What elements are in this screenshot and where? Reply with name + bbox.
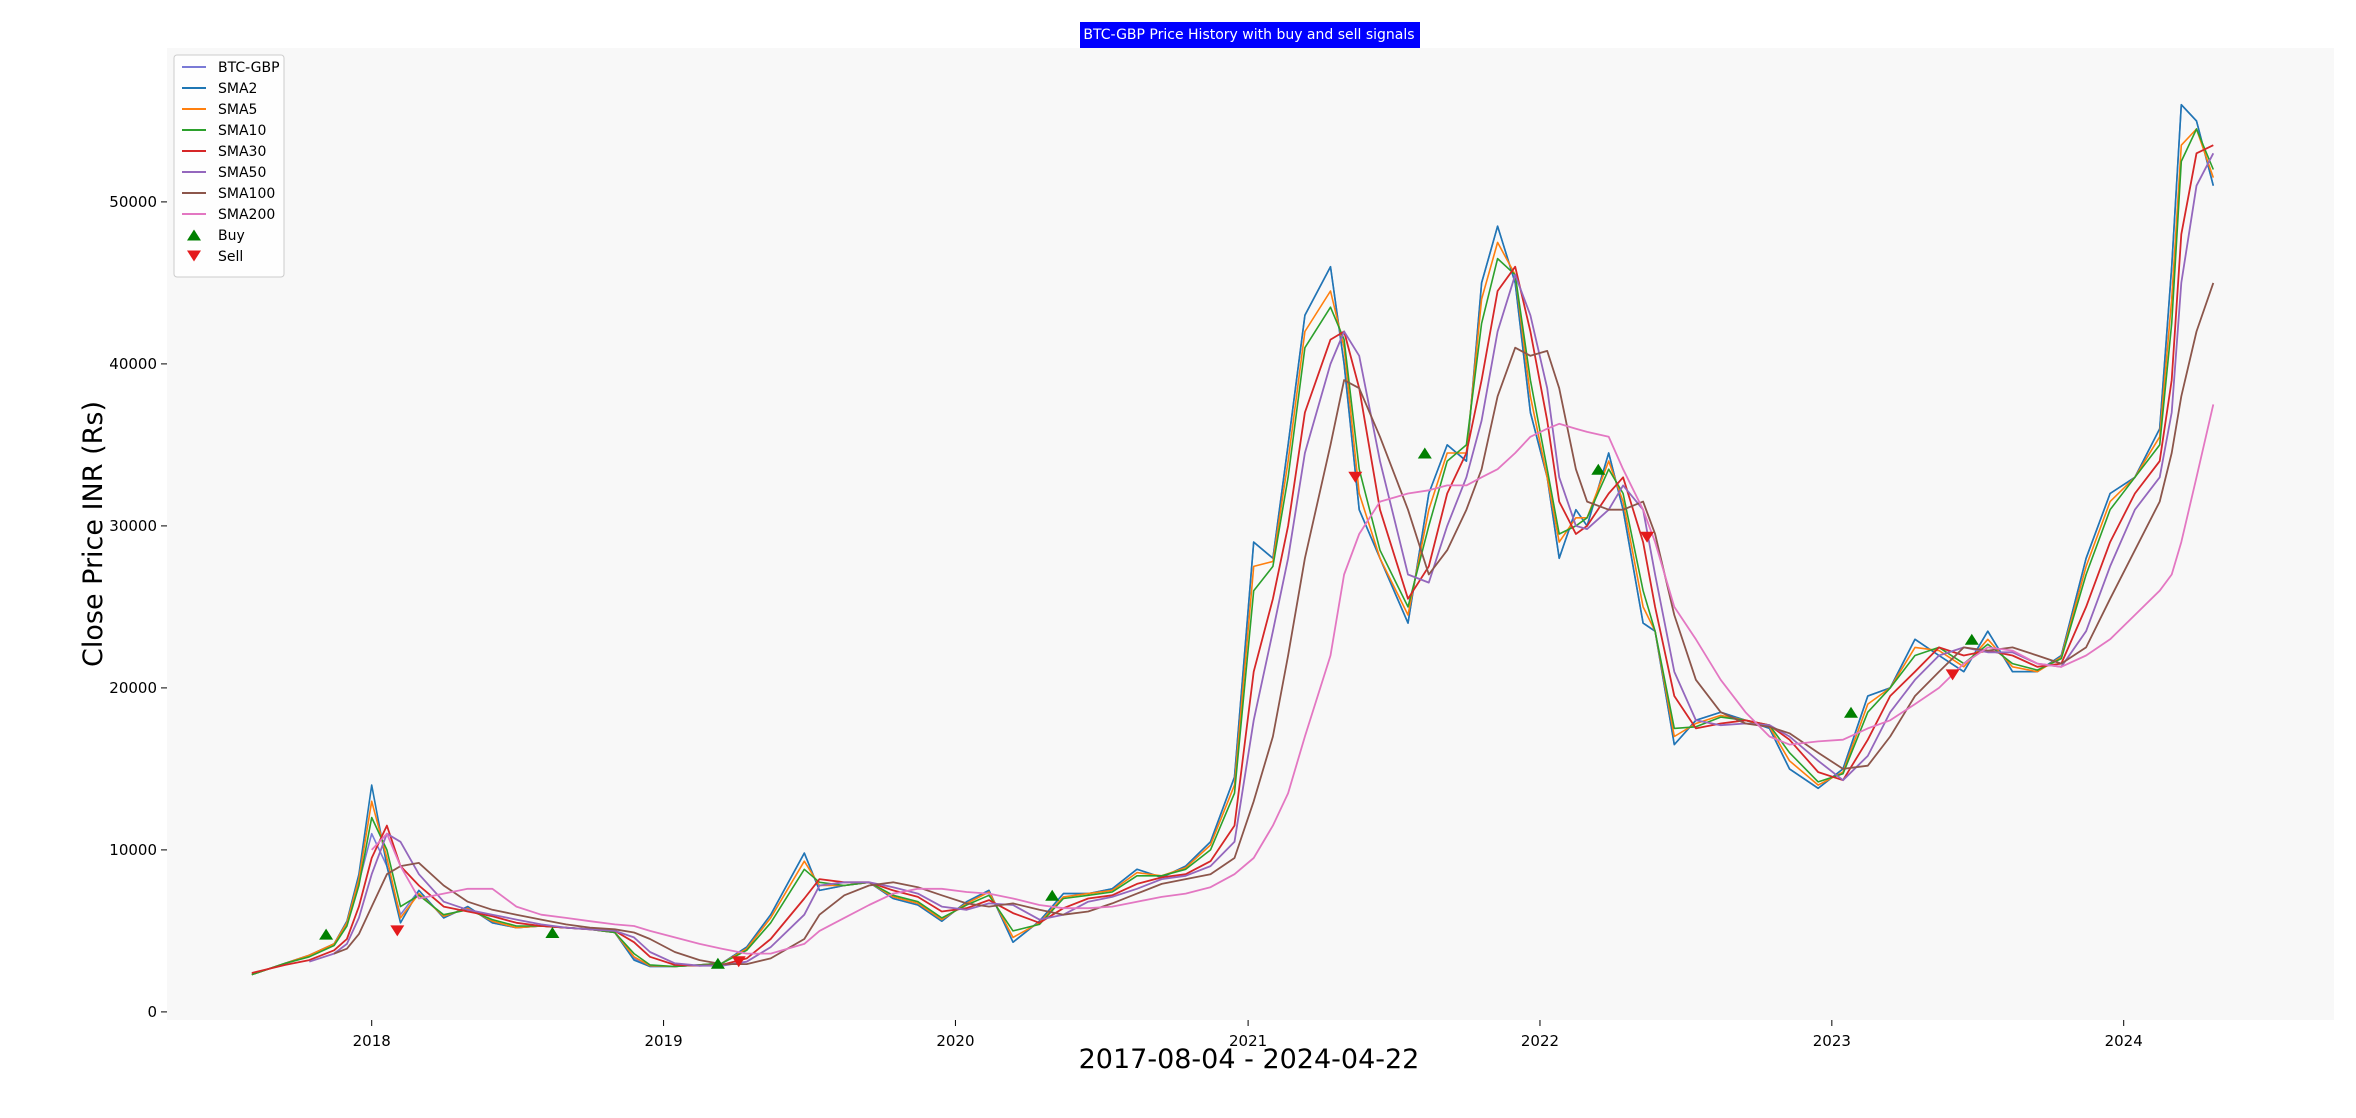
buy-signal-marker — [1045, 889, 1060, 901]
legend-label: SMA200 — [218, 207, 275, 223]
chart-title-background — [1080, 22, 1420, 48]
x-tick-label: 2022 — [1521, 1032, 1559, 1050]
sell-signal-marker — [731, 956, 746, 968]
sell-signal-marker — [390, 925, 405, 937]
y-tick-label: 40000 — [109, 355, 157, 373]
legend-label: Sell — [218, 249, 243, 265]
chart-title: BTC-GBP Price History with buy and sell … — [1083, 27, 1414, 43]
plot-background — [167, 48, 2334, 1020]
x-tick-label: 2023 — [1813, 1032, 1851, 1050]
legend-label: SMA100 — [218, 186, 275, 202]
legend-label: SMA2 — [218, 81, 257, 97]
legend-label: SMA5 — [218, 102, 257, 118]
legend-label: SMA10 — [218, 123, 266, 139]
y-axis-label: Close Price INR (Rs) — [78, 401, 109, 667]
buy-signal-marker — [1844, 706, 1858, 718]
y-tick-label: 30000 — [109, 517, 157, 535]
buy-signal-marker — [545, 927, 560, 938]
x-tick-label: 2019 — [644, 1032, 682, 1050]
buy-signal-marker — [1964, 633, 1979, 645]
legend-label: SMA30 — [218, 144, 266, 160]
x-tick-label: 2021 — [1229, 1032, 1267, 1050]
y-tick-label: 10000 — [109, 841, 157, 859]
axis-layer: 2018 2019 2020 2021 2022 2023 2024 0 10000 20000 3… — [109, 193, 2143, 1050]
signal-layer — [319, 447, 1979, 969]
legend-sell-marker — [187, 250, 201, 262]
x-axis-label: 2017-08-04 - 2024-04-22 — [1079, 1044, 1420, 1075]
y-tick-label: 50000 — [109, 193, 157, 211]
chart-title-group: BTC-GBP Price History with buy and sell … — [1080, 22, 1420, 48]
sell-signal-marker — [1945, 669, 1960, 681]
buy-signal-marker — [1591, 463, 1606, 475]
legend-box — [173, 54, 285, 278]
legend: BTC-GBP SMA2 SMA5 SMA10 SMA30 SMA50 SMA100 SMA2… — [173, 54, 285, 278]
sell-signal-marker — [1348, 471, 1363, 483]
buy-signal-marker — [1417, 447, 1432, 459]
x-tick-label: 2018 — [353, 1032, 391, 1050]
x-tick-label: 2020 — [936, 1032, 974, 1050]
series-line-sma200 — [371, 404, 2215, 955]
series-layer — [251, 103, 2215, 976]
series-line-sma100 — [333, 282, 2215, 965]
legend-buy-marker — [187, 229, 201, 241]
y-tick-label: 0 — [147, 1003, 157, 1021]
buy-signal-marker — [710, 957, 725, 969]
sell-signal-marker — [1640, 531, 1655, 543]
legend-label: SMA50 — [218, 165, 266, 181]
legend-label: Buy — [218, 228, 245, 244]
series-line-sma50 — [309, 152, 2215, 967]
buy-signal-marker — [319, 928, 334, 940]
legend-label: BTC-GBP — [218, 60, 280, 76]
x-tick-label: 2024 — [2105, 1032, 2143, 1050]
y-tick-label: 20000 — [109, 679, 157, 697]
